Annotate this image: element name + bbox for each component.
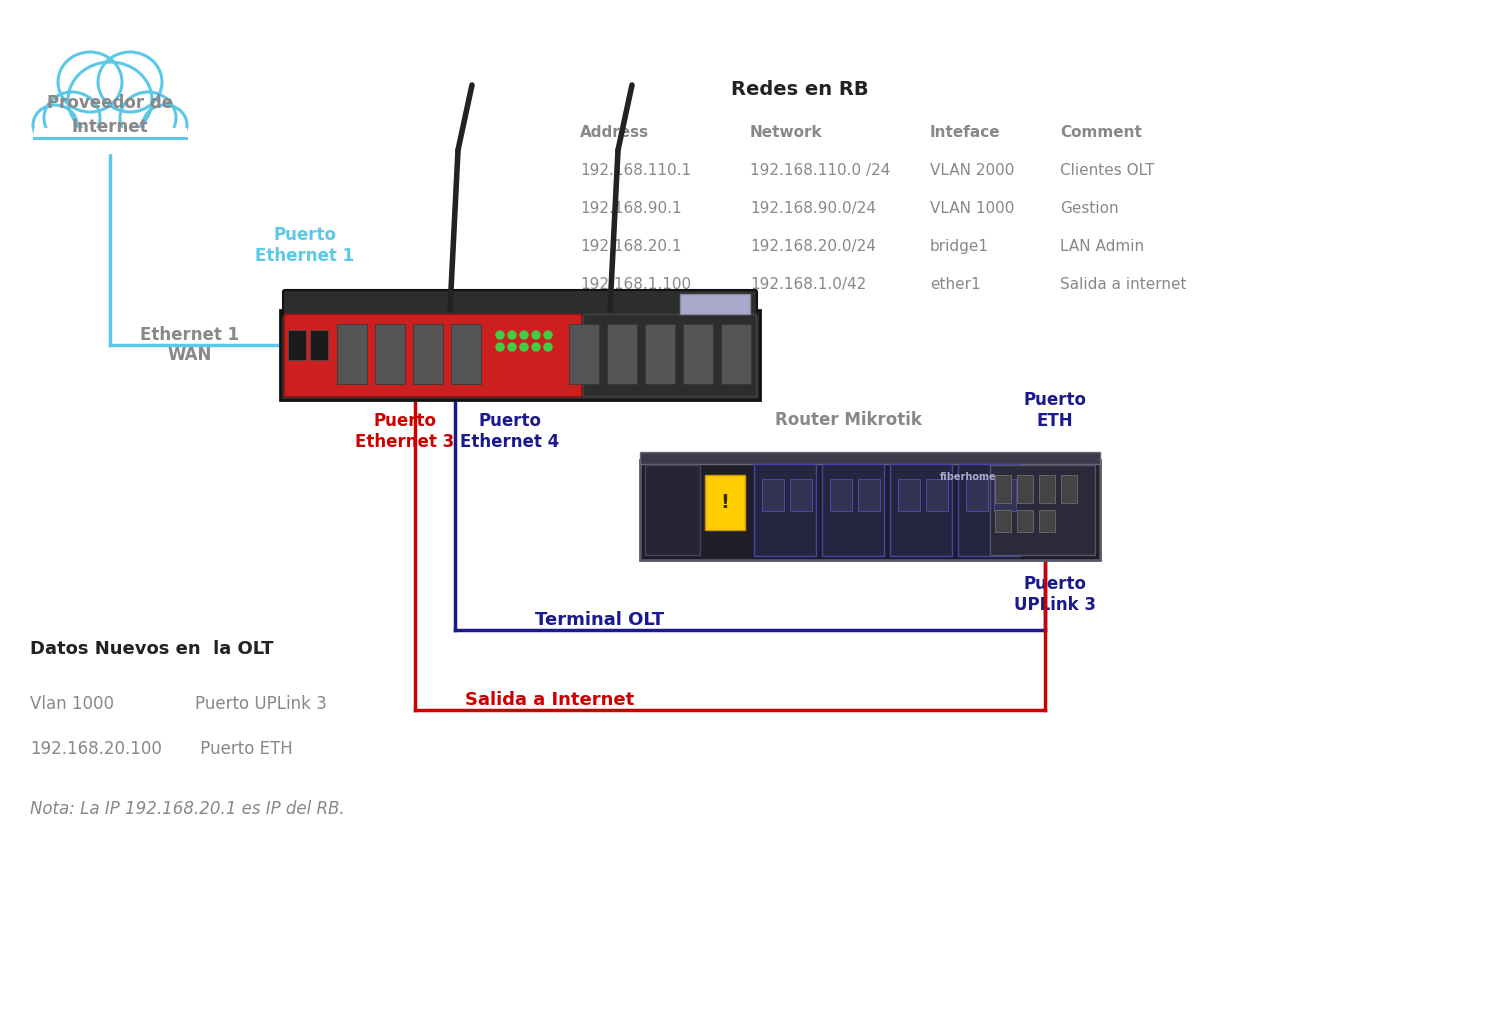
Text: 192.168.20.1: 192.168.20.1 bbox=[580, 239, 681, 254]
FancyBboxPatch shape bbox=[682, 324, 712, 384]
FancyBboxPatch shape bbox=[280, 310, 760, 400]
FancyBboxPatch shape bbox=[1040, 475, 1054, 503]
FancyBboxPatch shape bbox=[994, 479, 1016, 511]
Text: Router Mikrotik: Router Mikrotik bbox=[776, 411, 922, 429]
Text: 192.168.90.0/24: 192.168.90.0/24 bbox=[750, 201, 876, 217]
Text: bridge1: bridge1 bbox=[930, 239, 988, 254]
Text: LAN Admin: LAN Admin bbox=[1060, 239, 1144, 254]
Text: Puerto
ETH: Puerto ETH bbox=[1023, 391, 1086, 430]
FancyBboxPatch shape bbox=[680, 294, 750, 314]
FancyBboxPatch shape bbox=[640, 452, 1100, 464]
FancyBboxPatch shape bbox=[898, 479, 920, 511]
Text: Proveedor de
Internet: Proveedor de Internet bbox=[46, 94, 172, 136]
Text: Address: Address bbox=[580, 125, 650, 140]
Ellipse shape bbox=[98, 52, 162, 112]
Circle shape bbox=[544, 343, 552, 351]
Text: Puerto
UPLink 3: Puerto UPLink 3 bbox=[1014, 575, 1096, 613]
FancyBboxPatch shape bbox=[608, 324, 638, 384]
Circle shape bbox=[532, 343, 540, 351]
FancyBboxPatch shape bbox=[830, 479, 852, 511]
FancyBboxPatch shape bbox=[762, 479, 784, 511]
FancyBboxPatch shape bbox=[645, 465, 700, 555]
Text: Puerto ETH: Puerto ETH bbox=[195, 740, 292, 758]
Text: 192.168.20.100: 192.168.20.100 bbox=[30, 740, 162, 758]
Text: Ethernet 1
WAN: Ethernet 1 WAN bbox=[141, 326, 240, 364]
FancyBboxPatch shape bbox=[858, 479, 880, 511]
FancyBboxPatch shape bbox=[990, 465, 1095, 555]
Text: Vlan 1000: Vlan 1000 bbox=[30, 695, 114, 713]
FancyBboxPatch shape bbox=[966, 479, 988, 511]
Text: Comment: Comment bbox=[1060, 125, 1142, 140]
Text: Redes en RB: Redes en RB bbox=[730, 80, 868, 99]
Circle shape bbox=[509, 331, 516, 339]
FancyBboxPatch shape bbox=[722, 324, 752, 384]
FancyBboxPatch shape bbox=[288, 330, 306, 360]
Text: Puerto
Ethernet 1: Puerto Ethernet 1 bbox=[255, 226, 354, 265]
FancyBboxPatch shape bbox=[958, 464, 1020, 556]
Ellipse shape bbox=[58, 52, 122, 112]
FancyBboxPatch shape bbox=[1017, 510, 1034, 532]
FancyBboxPatch shape bbox=[452, 324, 482, 384]
Circle shape bbox=[496, 331, 504, 339]
FancyBboxPatch shape bbox=[375, 324, 405, 384]
FancyBboxPatch shape bbox=[790, 479, 812, 511]
FancyBboxPatch shape bbox=[338, 324, 368, 384]
FancyBboxPatch shape bbox=[1017, 475, 1034, 503]
Text: Terminal OLT: Terminal OLT bbox=[536, 611, 664, 629]
Text: fiberhome: fiberhome bbox=[940, 472, 996, 483]
Ellipse shape bbox=[68, 62, 152, 138]
FancyBboxPatch shape bbox=[284, 290, 758, 315]
Circle shape bbox=[509, 343, 516, 351]
Text: 192.168.110.0 /24: 192.168.110.0 /24 bbox=[750, 163, 891, 178]
Text: !: ! bbox=[720, 494, 729, 512]
FancyBboxPatch shape bbox=[284, 314, 580, 396]
FancyBboxPatch shape bbox=[822, 464, 884, 556]
FancyBboxPatch shape bbox=[705, 475, 746, 530]
FancyBboxPatch shape bbox=[413, 324, 442, 384]
Ellipse shape bbox=[142, 105, 188, 145]
Bar bbox=[34, 128, 186, 153]
Text: ether1: ether1 bbox=[930, 277, 981, 292]
Text: Gestion: Gestion bbox=[1060, 201, 1119, 217]
Text: VLAN 2000: VLAN 2000 bbox=[930, 163, 1014, 178]
Ellipse shape bbox=[44, 92, 100, 144]
FancyBboxPatch shape bbox=[568, 324, 598, 384]
Text: 192.168.90.1: 192.168.90.1 bbox=[580, 201, 681, 217]
Text: Salida a internet: Salida a internet bbox=[1060, 277, 1186, 292]
FancyBboxPatch shape bbox=[994, 475, 1011, 503]
FancyBboxPatch shape bbox=[310, 330, 328, 360]
Circle shape bbox=[520, 331, 528, 339]
Ellipse shape bbox=[33, 105, 76, 145]
Text: Salida a Internet: Salida a Internet bbox=[465, 691, 634, 709]
Text: Clientes OLT: Clientes OLT bbox=[1060, 163, 1155, 178]
Text: Puerto
Ethernet 4: Puerto Ethernet 4 bbox=[460, 412, 560, 451]
Text: 192.168.1.100: 192.168.1.100 bbox=[580, 277, 692, 292]
FancyBboxPatch shape bbox=[1060, 475, 1077, 503]
Text: Network: Network bbox=[750, 125, 822, 140]
Text: 192.168.20.0/24: 192.168.20.0/24 bbox=[750, 239, 876, 254]
FancyBboxPatch shape bbox=[926, 479, 948, 511]
Text: Nota: La IP 192.168.20.1 es IP del RB.: Nota: La IP 192.168.20.1 es IP del RB. bbox=[30, 800, 345, 818]
Text: Puerto
Ethernet 3: Puerto Ethernet 3 bbox=[356, 412, 454, 451]
Circle shape bbox=[496, 343, 504, 351]
FancyBboxPatch shape bbox=[754, 464, 816, 556]
Text: Datos Nuevos en  la OLT: Datos Nuevos en la OLT bbox=[30, 640, 273, 658]
FancyBboxPatch shape bbox=[890, 464, 952, 556]
FancyBboxPatch shape bbox=[645, 324, 675, 384]
FancyBboxPatch shape bbox=[640, 460, 1100, 560]
Circle shape bbox=[544, 331, 552, 339]
Text: VLAN 1000: VLAN 1000 bbox=[930, 201, 1014, 217]
Text: Puerto UPLink 3: Puerto UPLink 3 bbox=[195, 695, 327, 713]
Text: Inteface: Inteface bbox=[930, 125, 1000, 140]
Ellipse shape bbox=[120, 92, 176, 144]
Text: 192.168.1.0/42: 192.168.1.0/42 bbox=[750, 277, 867, 292]
FancyBboxPatch shape bbox=[584, 314, 756, 396]
Text: 192.168.110.1: 192.168.110.1 bbox=[580, 163, 692, 178]
Circle shape bbox=[532, 331, 540, 339]
FancyBboxPatch shape bbox=[1040, 510, 1054, 532]
FancyBboxPatch shape bbox=[994, 510, 1011, 532]
Circle shape bbox=[520, 343, 528, 351]
